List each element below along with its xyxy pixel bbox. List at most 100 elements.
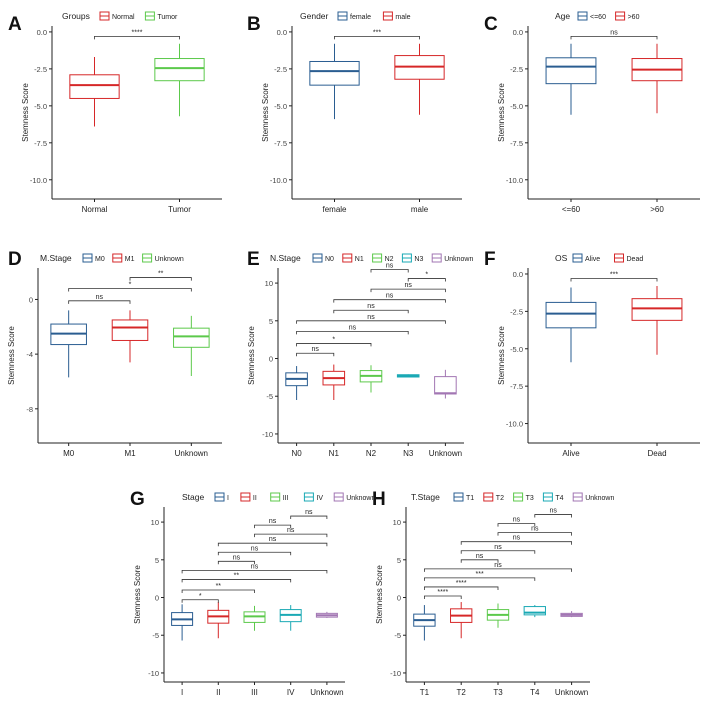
y-tick-label: 0 xyxy=(155,594,159,603)
box-body xyxy=(309,60,360,86)
y-tick-label: -10.0 xyxy=(270,176,287,185)
x-tick-label: N3 xyxy=(403,449,414,458)
x-tick-label: III xyxy=(251,688,258,697)
legend-item: Alive xyxy=(572,253,600,263)
y-tick-label: 0.0 xyxy=(277,28,287,37)
y-axis-label: Stemness Score xyxy=(133,565,142,624)
legend-label: <=60 xyxy=(590,14,606,21)
bracket-line xyxy=(497,523,536,527)
legend-label: T2 xyxy=(496,495,504,502)
y-tick-label: -5 xyxy=(394,631,401,640)
legend-label: II xyxy=(253,495,257,502)
significance-label: **** xyxy=(456,580,467,587)
panel-label: B xyxy=(247,14,261,35)
bracket-line xyxy=(460,541,572,545)
significance-bracket: *** xyxy=(570,271,658,282)
legend-label: N0 xyxy=(325,256,334,263)
significance-label: ns xyxy=(233,554,241,561)
significance-label: ns xyxy=(96,294,104,301)
significance-bracket: ns xyxy=(181,563,328,574)
bracket-line xyxy=(460,550,536,554)
y-tick-label: -7.5 xyxy=(274,139,287,148)
significance-bracket: ns xyxy=(217,554,255,565)
legend-item: Normal xyxy=(99,11,135,21)
y-tick-label: 0 xyxy=(397,594,401,603)
significance-bracket: ns xyxy=(424,562,572,572)
legend-label: female xyxy=(350,14,371,21)
x-tick-label: T2 xyxy=(457,688,467,697)
significance-bracket: * xyxy=(181,593,219,603)
box--60 xyxy=(545,43,597,115)
significance-label: ns xyxy=(531,526,539,533)
bracket-line xyxy=(254,524,292,529)
box-t4 xyxy=(523,605,546,618)
bracket-line xyxy=(129,277,192,281)
panel-label: D xyxy=(8,249,22,270)
panel-label: F xyxy=(484,249,496,270)
panel-d: D M.Stage M0 M1 Unknown 0 -4 -8 Stemness Score M0… xyxy=(7,249,222,458)
bracket-line xyxy=(333,309,409,314)
panel-label: E xyxy=(247,249,260,270)
box-unknown xyxy=(560,611,583,618)
significance-bracket: ns xyxy=(534,508,572,518)
legend: Stage I II III IV Unknown xyxy=(182,492,375,502)
y-tick-label: -4 xyxy=(26,350,33,359)
bracket-line xyxy=(296,352,335,357)
significance-bracket: ns xyxy=(254,518,292,529)
significance-label: **** xyxy=(437,589,448,596)
legend-title: Stage xyxy=(182,492,204,502)
legend-item: Tumor xyxy=(144,11,178,21)
significance-label: ns xyxy=(404,282,412,289)
bracket-line xyxy=(181,599,219,603)
y-tick-label: -10.0 xyxy=(506,176,523,185)
y-tick-label: -2.5 xyxy=(510,65,523,74)
bracket-line xyxy=(181,569,328,574)
legend-item: T3 xyxy=(513,492,534,502)
significance-bracket: ns xyxy=(296,346,335,357)
x-tick-label: female xyxy=(322,205,347,214)
box-alive xyxy=(545,287,597,363)
box-n2 xyxy=(359,365,383,393)
panel-b: B Gender female male 0.0 -2.5 -5.0 -7.5 -10.0 Ste… xyxy=(247,11,462,214)
significance-label: ns xyxy=(269,518,277,525)
y-axis-label: Stemness Score xyxy=(497,83,506,142)
legend-label: Unknown xyxy=(444,256,473,263)
legend-item: II xyxy=(240,492,257,502)
x-tick-label: M1 xyxy=(124,449,136,458)
x-tick-label: T1 xyxy=(420,688,430,697)
legend-item: IV xyxy=(303,492,323,502)
panel-e: E N.Stage N0 N1 N2 N3 Unknown 10 5 0 -5 -10 Stemness… xyxy=(247,249,473,458)
significance-bracket: ns xyxy=(254,527,328,538)
y-tick-label: 0.0 xyxy=(37,28,47,37)
legend: N.Stage N0 N1 N2 N3 Unknown xyxy=(270,253,473,263)
panel-a: A Groups Normal Tumor 0.0 -2.5 -5.0 -7.5 -10.0 St… xyxy=(8,11,222,214)
x-tick-label: Unknown xyxy=(429,449,462,458)
significance-label: ** xyxy=(158,271,164,278)
legend-item: III xyxy=(270,492,289,502)
significance-bracket: ns xyxy=(370,282,446,293)
box-body xyxy=(523,606,546,616)
bracket-line xyxy=(570,278,658,282)
y-tick-label: 10 xyxy=(265,279,273,288)
legend-item: >60 xyxy=(615,11,640,21)
legend-title: T.Stage xyxy=(411,492,440,502)
box-iii xyxy=(243,605,266,631)
bracket-line xyxy=(407,278,446,282)
significance-label: * xyxy=(425,272,428,279)
box-body xyxy=(545,57,597,85)
y-tick-label: -7.5 xyxy=(510,139,523,148)
significance-bracket: ns xyxy=(497,526,572,536)
box-m1 xyxy=(111,310,149,363)
box-body xyxy=(154,58,205,82)
significance-label: ns xyxy=(251,545,259,552)
significance-bracket: ** xyxy=(181,583,255,593)
legend-label: N1 xyxy=(355,256,364,263)
bracket-line xyxy=(94,35,180,40)
bracket-line xyxy=(460,559,499,563)
y-tick-label: -5.0 xyxy=(510,345,523,354)
significance-bracket: ns xyxy=(296,324,409,335)
box-n0 xyxy=(285,366,308,401)
x-tick-label: Unknown xyxy=(555,688,588,697)
significance-label: * xyxy=(129,282,132,289)
